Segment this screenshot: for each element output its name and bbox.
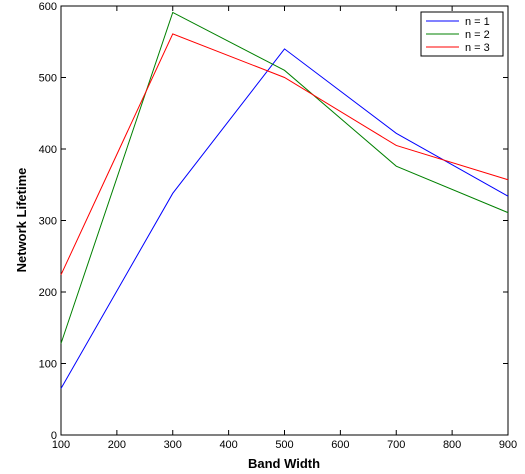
y-tick-label: 100 <box>39 359 57 371</box>
legend-label: n = 2 <box>465 29 490 41</box>
x-tick-label: 900 <box>499 439 517 451</box>
y-tick-label: 300 <box>39 216 57 228</box>
legend-label: n = 3 <box>465 42 490 54</box>
x-tick-label: 200 <box>108 439 126 451</box>
x-tick-label: 100 <box>52 439 70 451</box>
x-tick-label: 400 <box>219 439 237 451</box>
series-line-1 <box>60 48 509 389</box>
y-tick-label: 600 <box>39 1 57 13</box>
y-tick-label: 500 <box>39 73 57 85</box>
legend: n = 1n = 2n = 3 <box>420 11 504 57</box>
x-tick-label: 500 <box>275 439 293 451</box>
y-axis-label: Network Lifetime <box>14 168 29 273</box>
series-lines <box>60 11 509 389</box>
x-tick-label: 700 <box>387 439 405 451</box>
axis-ticks: 100 200 300 400 500 600 700 800 9000100200300400… <box>39 1 518 451</box>
legend-label: n = 1 <box>465 16 490 28</box>
series-line-2 <box>60 11 509 344</box>
x-tick-label: 600 <box>331 439 349 451</box>
series-line-3 <box>60 33 509 276</box>
x-axis-label: Band Width <box>248 456 320 471</box>
x-tick-label: 800 <box>443 439 461 451</box>
y-tick-label: 400 <box>39 144 57 156</box>
y-tick-label: 0 <box>51 430 57 442</box>
x-tick-label: 300 <box>164 439 182 451</box>
y-tick-label: 200 <box>39 287 57 299</box>
